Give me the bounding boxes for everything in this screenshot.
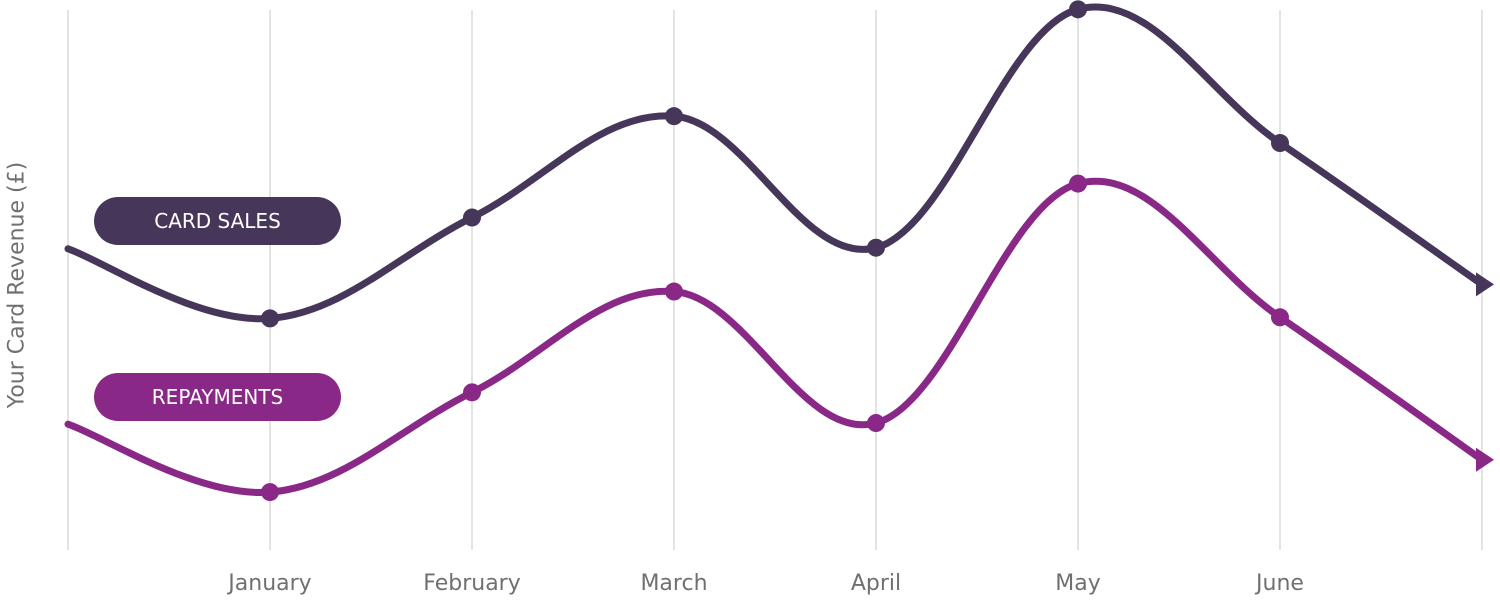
data-point [665,282,683,301]
tick-label: May [1055,571,1100,596]
data-point [1271,134,1289,153]
data-point [261,483,279,502]
tick-label: February [423,571,521,596]
series-lines [64,0,1494,502]
series-line [64,3,1486,323]
data-point [463,383,481,402]
tick-label: January [226,571,311,596]
data-point [867,238,885,257]
tick-label: March [640,571,707,596]
arrow-icon [1476,447,1494,472]
x-axis-tick-labels: January February March April May June [226,571,1304,596]
legend-card-sales: CARD SALES [94,197,341,245]
arrow-icon [1476,272,1494,297]
tick-label: April [851,571,901,596]
data-point [1069,174,1087,193]
y-axis-label: Your Card Revenue (£) [4,161,30,409]
data-point [261,309,279,328]
series-repayments [64,174,1494,502]
series-line [64,177,1486,496]
data-point [867,414,885,433]
data-point [463,208,481,227]
legend-repayments: REPAYMENTS [94,373,341,421]
data-point [1069,0,1087,19]
data-point [665,107,683,126]
tick-label: June [1254,571,1304,596]
series-card-sales [64,0,1494,328]
vertical-gridlines [67,10,1483,550]
data-point [1271,308,1289,327]
